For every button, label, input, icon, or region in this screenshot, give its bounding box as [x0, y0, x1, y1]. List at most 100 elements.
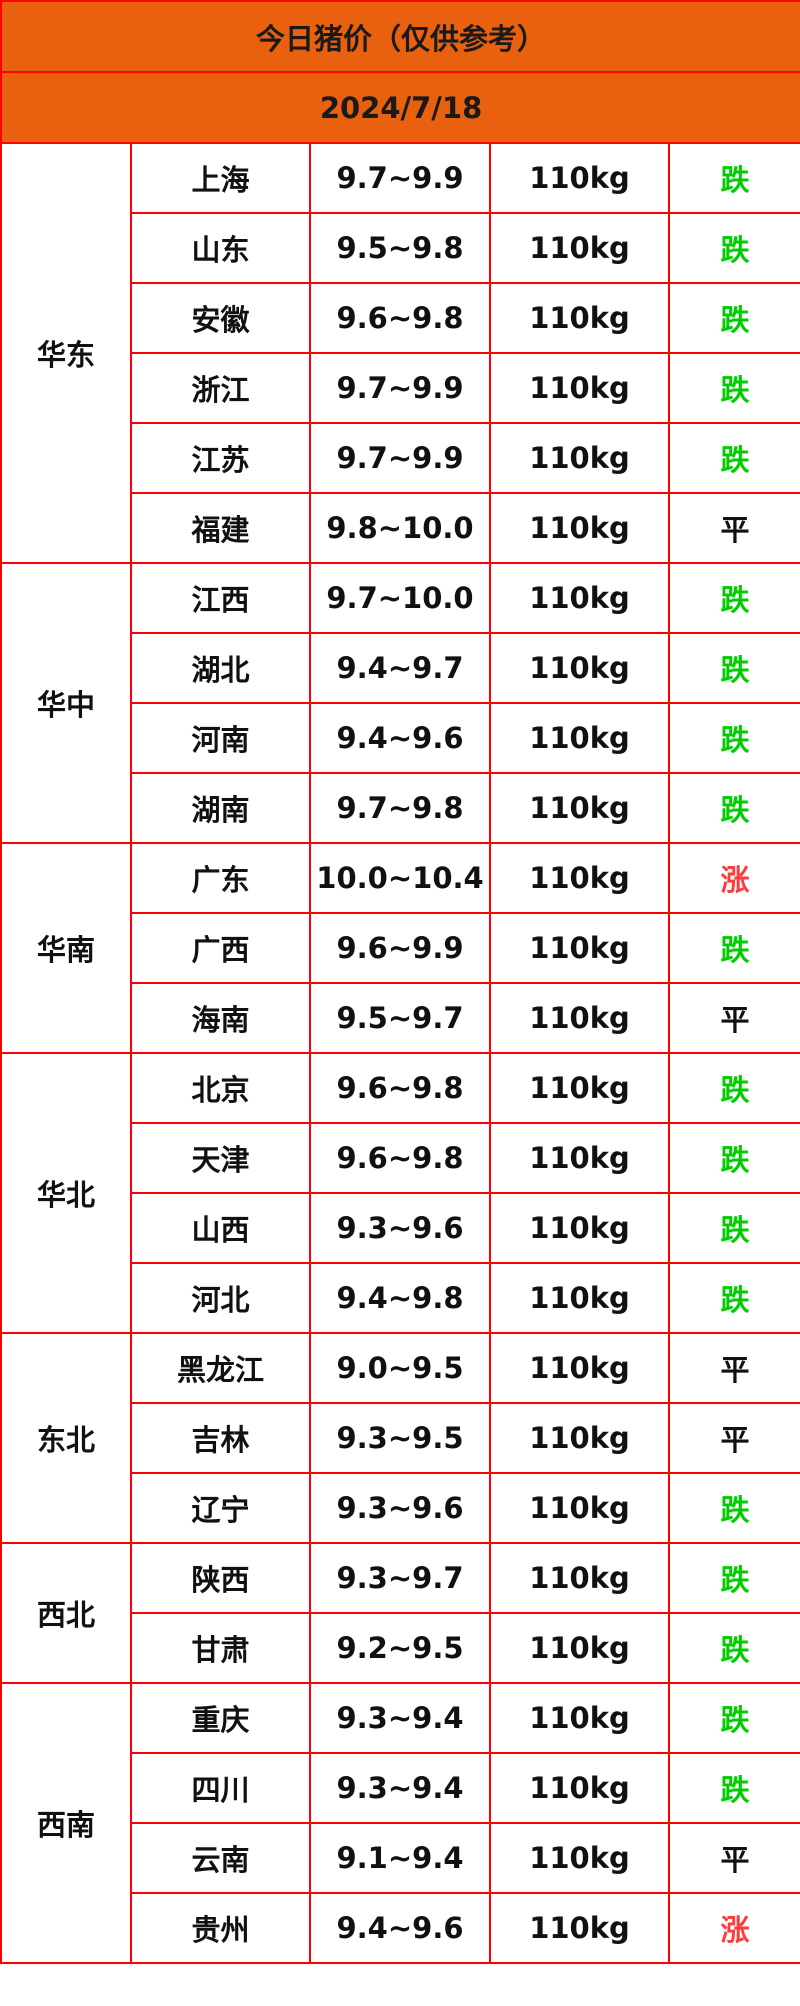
pig-price-table: 今日猪价（仅供参考） 2024/7/18 华东 上海 9.7~9.9 110kg 跌山东… — [0, 0, 800, 1964]
province-cell: 重庆 — [130, 1682, 311, 1754]
table-row: 华中 江西 9.7~10.0 110kg 跌 — [0, 562, 800, 844]
trend-cell: 跌 — [667, 422, 800, 494]
table-row: 西北 陕西 9.3~9.7 110kg 跌 — [0, 1542, 800, 1684]
weight-cell: 110kg — [489, 1262, 670, 1334]
region-cell: 东北 — [0, 1332, 132, 1544]
table-row: 甘肃 9.2~9.5 110kg 跌 — [1, 1612, 800, 1684]
region-cell: 西北 — [0, 1542, 132, 1684]
price-cell: 9.3~9.4 — [309, 1752, 491, 1824]
weight-cell: 110kg — [489, 1752, 670, 1824]
weight-cell: 110kg — [489, 212, 670, 284]
trend-cell: 跌 — [667, 1612, 800, 1684]
table-row: 辽宁 9.3~9.6 110kg 跌 — [1, 1472, 800, 1544]
price-cell: 9.3~9.5 — [309, 1402, 491, 1474]
table-row: 华北 北京 9.6~9.8 110kg 跌 — [0, 1052, 800, 1334]
province-cell: 贵州 — [130, 1892, 311, 1964]
province-cell: 云南 — [130, 1822, 311, 1894]
province-cell: 福建 — [130, 492, 311, 564]
table-date: 2024/7/18 — [0, 71, 800, 144]
province-cell: 山东 — [130, 212, 311, 284]
price-cell: 9.2~9.5 — [309, 1612, 491, 1684]
trend-cell: 平 — [667, 1822, 800, 1894]
table-row: 吉林 9.3~9.5 110kg 平 — [1, 1402, 800, 1474]
trend-cell: 跌 — [667, 212, 800, 284]
trend-cell: 跌 — [667, 1472, 800, 1544]
price-cell: 9.3~9.6 — [309, 1472, 491, 1544]
table-row: 西南 重庆 9.3~9.4 110kg 跌 — [0, 1682, 800, 1964]
weight-cell: 110kg — [489, 1822, 670, 1894]
table-row: 四川 9.3~9.4 110kg 跌 — [1, 1752, 800, 1824]
price-cell: 9.7~9.9 — [309, 422, 491, 494]
price-cell: 9.3~9.4 — [309, 1682, 491, 1754]
province-cell: 天津 — [130, 1122, 311, 1194]
price-cell: 9.3~9.6 — [309, 1192, 491, 1264]
trend-cell: 平 — [667, 982, 800, 1054]
price-cell: 9.8~10.0 — [309, 492, 491, 564]
price-cell: 9.7~9.9 — [309, 142, 491, 214]
province-cell: 湖南 — [130, 772, 311, 844]
price-cell: 9.6~9.9 — [309, 912, 491, 984]
province-cell: 河南 — [130, 702, 311, 774]
weight-cell: 110kg — [489, 1402, 670, 1474]
trend-cell: 跌 — [667, 912, 800, 984]
trend-cell: 跌 — [667, 1192, 800, 1264]
weight-cell: 110kg — [489, 352, 670, 424]
trend-cell: 跌 — [667, 352, 800, 424]
trend-cell: 跌 — [667, 562, 800, 634]
province-cell: 辽宁 — [130, 1472, 311, 1544]
province-cell: 北京 — [130, 1052, 311, 1124]
table-row: 河南 9.4~9.6 110kg 跌 — [1, 702, 800, 774]
table-row: 浙江 9.7~9.9 110kg 跌 — [1, 352, 800, 424]
trend-cell: 跌 — [667, 1752, 800, 1824]
price-cell: 9.7~9.9 — [309, 352, 491, 424]
weight-cell: 110kg — [489, 282, 670, 354]
region-cell: 西南 — [0, 1682, 132, 1964]
province-cell: 江西 — [130, 562, 311, 634]
weight-cell: 110kg — [489, 1052, 670, 1124]
weight-cell: 110kg — [489, 912, 670, 984]
price-cell: 9.6~9.8 — [309, 282, 491, 354]
table-row: 湖南 9.7~9.8 110kg 跌 — [1, 772, 800, 844]
province-cell: 陕西 — [130, 1542, 311, 1614]
price-cell: 9.7~10.0 — [309, 562, 491, 634]
table-row: 福建 9.8~10.0 110kg 平 — [1, 492, 800, 564]
price-cell: 10.0~10.4 — [309, 842, 491, 914]
province-cell: 黑龙江 — [130, 1332, 311, 1404]
price-cell: 9.5~9.8 — [309, 212, 491, 284]
table-row: 山西 9.3~9.6 110kg 跌 — [1, 1192, 800, 1264]
price-cell: 9.4~9.6 — [309, 702, 491, 774]
weight-cell: 110kg — [489, 1192, 670, 1264]
trend-cell: 平 — [667, 1332, 800, 1404]
trend-cell: 涨 — [667, 842, 800, 914]
weight-cell: 110kg — [489, 632, 670, 704]
province-cell: 上海 — [130, 142, 311, 214]
trend-cell: 跌 — [667, 1682, 800, 1754]
trend-cell: 跌 — [667, 1122, 800, 1194]
table-title: 今日猪价（仅供参考） — [0, 0, 800, 73]
province-cell: 广西 — [130, 912, 311, 984]
province-cell: 江苏 — [130, 422, 311, 494]
trend-cell: 跌 — [667, 702, 800, 774]
table-row: 安徽 9.6~9.8 110kg 跌 — [1, 282, 800, 354]
table-row: 河北 9.4~9.8 110kg 跌 — [1, 1262, 800, 1334]
weight-cell: 110kg — [489, 492, 670, 564]
price-cell: 9.6~9.8 — [309, 1052, 491, 1124]
trend-cell: 跌 — [667, 1262, 800, 1334]
table-row: 广西 9.6~9.9 110kg 跌 — [1, 912, 800, 984]
weight-cell: 110kg — [489, 1122, 670, 1194]
province-cell: 浙江 — [130, 352, 311, 424]
table-row: 山东 9.5~9.8 110kg 跌 — [1, 212, 800, 284]
province-cell: 广东 — [130, 842, 311, 914]
price-cell: 9.5~9.7 — [309, 982, 491, 1054]
table-row: 江苏 9.7~9.9 110kg 跌 — [1, 422, 800, 494]
weight-cell: 110kg — [489, 772, 670, 844]
trend-cell: 跌 — [667, 772, 800, 844]
weight-cell: 110kg — [489, 1682, 670, 1754]
province-cell: 海南 — [130, 982, 311, 1054]
weight-cell: 110kg — [489, 142, 670, 214]
trend-cell: 跌 — [667, 282, 800, 354]
table-row: 云南 9.1~9.4 110kg 平 — [1, 1822, 800, 1894]
price-cell: 9.6~9.8 — [309, 1122, 491, 1194]
price-cell: 9.7~9.8 — [309, 772, 491, 844]
weight-cell: 110kg — [489, 982, 670, 1054]
